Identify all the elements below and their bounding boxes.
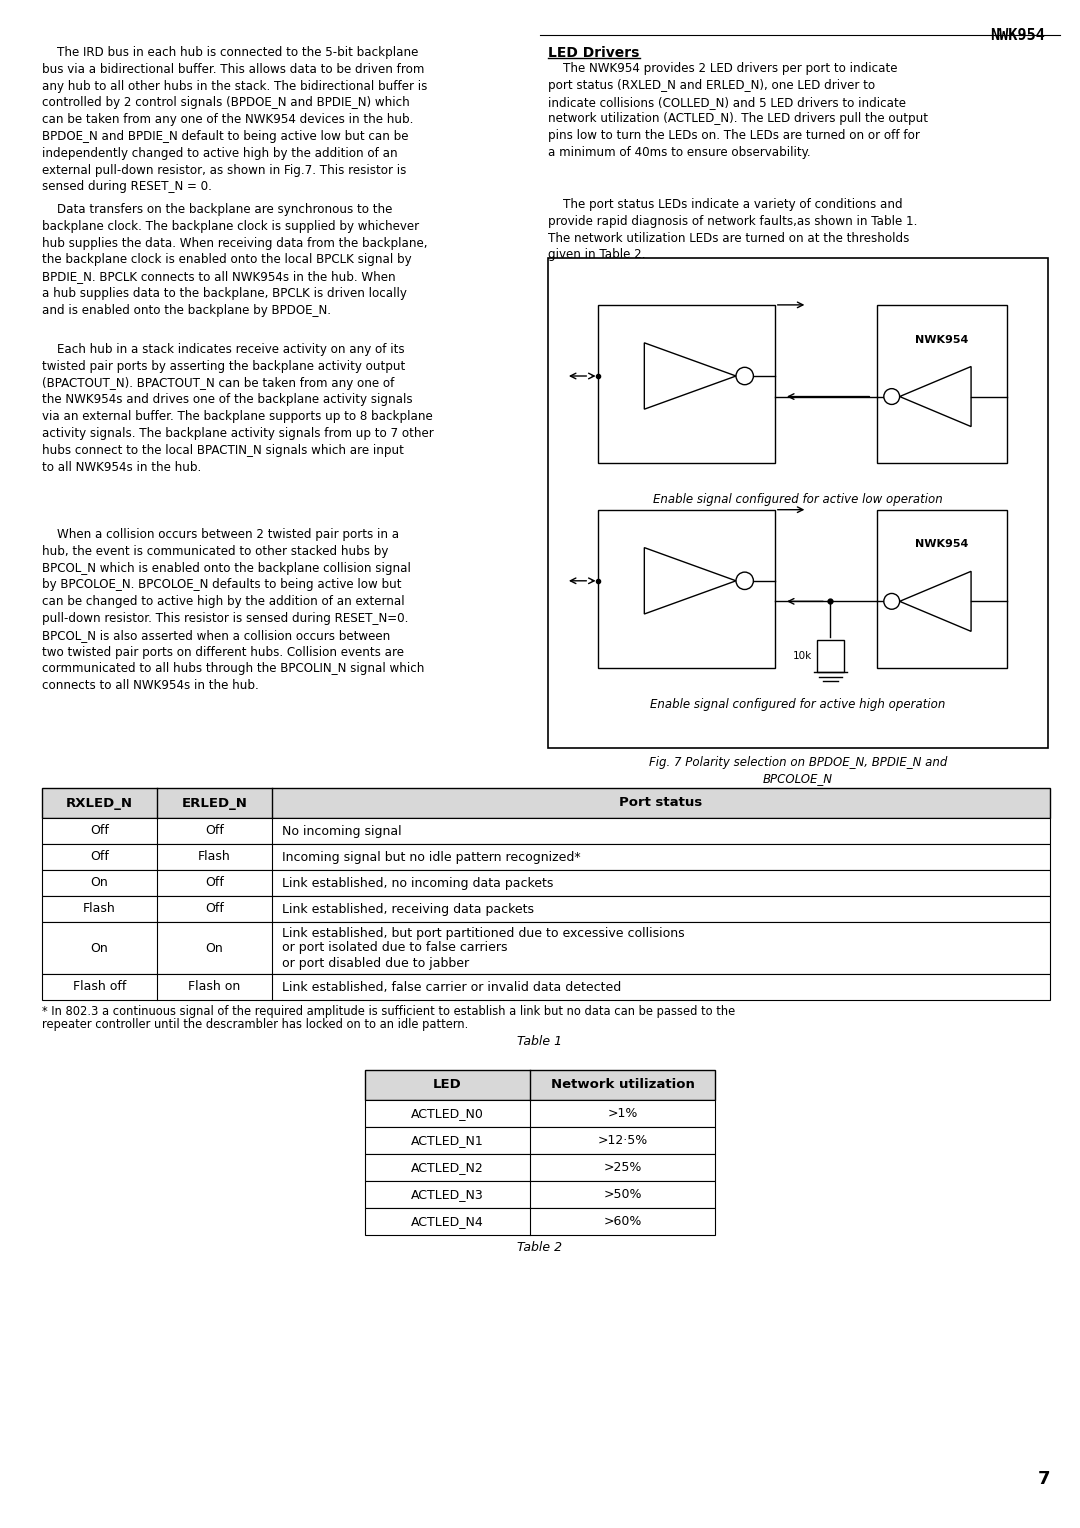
- Text: Flash: Flash: [198, 851, 231, 863]
- Polygon shape: [645, 342, 735, 410]
- Text: LED Drivers: LED Drivers: [548, 46, 639, 60]
- Text: >1%: >1%: [607, 1106, 637, 1120]
- Text: On: On: [91, 941, 108, 955]
- Circle shape: [883, 388, 900, 405]
- Text: Table 1: Table 1: [517, 1034, 563, 1048]
- Text: Flash off: Flash off: [72, 981, 126, 993]
- Circle shape: [883, 593, 900, 610]
- Polygon shape: [900, 571, 971, 631]
- Text: Each hub in a stack indicates receive activity on any of its
twisted pair ports : Each hub in a stack indicates receive ac…: [42, 342, 434, 474]
- Bar: [365, 1154, 715, 1181]
- Bar: [365, 1209, 715, 1235]
- Text: ACTLED_N1: ACTLED_N1: [411, 1134, 484, 1148]
- Polygon shape: [900, 367, 971, 426]
- Text: NWK954: NWK954: [915, 335, 969, 345]
- Bar: [42, 788, 1050, 817]
- Text: ACTLED_N4: ACTLED_N4: [411, 1215, 484, 1229]
- Bar: [816, 640, 845, 672]
- Text: NWK954: NWK954: [990, 28, 1045, 43]
- Text: ACTLED_N0: ACTLED_N0: [411, 1106, 484, 1120]
- Bar: [42, 843, 1050, 869]
- Text: Enable signal configured for active high operation: Enable signal configured for active high…: [650, 698, 946, 711]
- Text: Off: Off: [90, 825, 109, 837]
- Text: Off: Off: [205, 825, 224, 837]
- Text: repeater controller until the descrambler has locked on to an idle pattern.: repeater controller until the descramble…: [42, 1018, 469, 1031]
- Text: Off: Off: [205, 903, 224, 915]
- Text: On: On: [91, 877, 108, 889]
- Text: Fig. 7 Polarity selection on BPDOE_N, BPDIE_N and: Fig. 7 Polarity selection on BPDOE_N, BP…: [649, 756, 947, 769]
- Text: Link established, but port partitioned due to excessive collisions
or port isola: Link established, but port partitioned d…: [282, 926, 685, 969]
- Text: * In 802.3 a continuous signal of the required amplitude is sufficient to establ: * In 802.3 a continuous signal of the re…: [42, 1005, 735, 1018]
- Text: The IRD bus in each hub is connected to the 5-bit backplane
bus via a bidirectio: The IRD bus in each hub is connected to …: [42, 46, 428, 194]
- Bar: [598, 306, 774, 463]
- Text: ACTLED_N2: ACTLED_N2: [411, 1161, 484, 1174]
- Bar: [42, 921, 1050, 973]
- Text: Network utilization: Network utilization: [551, 1079, 694, 1091]
- Text: Port status: Port status: [619, 796, 703, 810]
- Bar: [42, 895, 1050, 921]
- Text: Link established, no incoming data packets: Link established, no incoming data packe…: [282, 877, 553, 889]
- Text: Enable signal configured for active low operation: Enable signal configured for active low …: [653, 494, 943, 506]
- Text: 10k: 10k: [794, 651, 812, 662]
- Bar: [365, 1070, 715, 1100]
- Text: >25%: >25%: [604, 1161, 642, 1174]
- Circle shape: [735, 367, 754, 385]
- Text: Flash on: Flash on: [188, 981, 241, 993]
- Bar: [877, 306, 1007, 463]
- Text: Incoming signal but no idle pattern recognized*: Incoming signal but no idle pattern reco…: [282, 851, 581, 863]
- Bar: [365, 1128, 715, 1154]
- Text: Off: Off: [90, 851, 109, 863]
- Bar: [365, 1181, 715, 1209]
- Circle shape: [735, 571, 754, 590]
- Text: >12·5%: >12·5%: [597, 1134, 648, 1148]
- Text: BPCOLOE_N: BPCOLOE_N: [762, 772, 833, 785]
- Text: Data transfers on the backplane are synchronous to the
backplane clock. The back: Data transfers on the backplane are sync…: [42, 203, 428, 316]
- Text: Link established, receiving data packets: Link established, receiving data packets: [282, 903, 534, 915]
- Text: When a collision occurs between 2 twisted pair ports in a
hub, the event is comm: When a collision occurs between 2 twiste…: [42, 529, 424, 692]
- Bar: [598, 510, 774, 668]
- Text: On: On: [205, 941, 224, 955]
- Bar: [42, 869, 1050, 895]
- Text: NWK954: NWK954: [915, 539, 969, 550]
- Text: The port status LEDs indicate a variety of conditions and
provide rapid diagnosi: The port status LEDs indicate a variety …: [548, 199, 917, 261]
- Text: Off: Off: [205, 877, 224, 889]
- Text: Flash: Flash: [83, 903, 116, 915]
- Bar: [877, 510, 1007, 668]
- Text: 7: 7: [1038, 1470, 1050, 1488]
- Text: No incoming signal: No incoming signal: [282, 825, 402, 837]
- Bar: [42, 973, 1050, 999]
- Text: LED: LED: [433, 1079, 462, 1091]
- Text: Table 2: Table 2: [517, 1241, 563, 1254]
- Text: The NWK954 provides 2 LED drivers per port to indicate
port status (RXLED_N and : The NWK954 provides 2 LED drivers per po…: [548, 63, 928, 159]
- Bar: [548, 258, 1048, 749]
- Text: RXLED_N: RXLED_N: [66, 796, 133, 810]
- Bar: [42, 817, 1050, 843]
- Text: >60%: >60%: [604, 1215, 642, 1229]
- Text: Link established, false carrier or invalid data detected: Link established, false carrier or inval…: [282, 981, 621, 993]
- Text: ACTLED_N3: ACTLED_N3: [411, 1187, 484, 1201]
- Text: ERLED_N: ERLED_N: [181, 796, 247, 810]
- Polygon shape: [645, 547, 735, 614]
- Text: >50%: >50%: [604, 1187, 642, 1201]
- Bar: [365, 1100, 715, 1128]
